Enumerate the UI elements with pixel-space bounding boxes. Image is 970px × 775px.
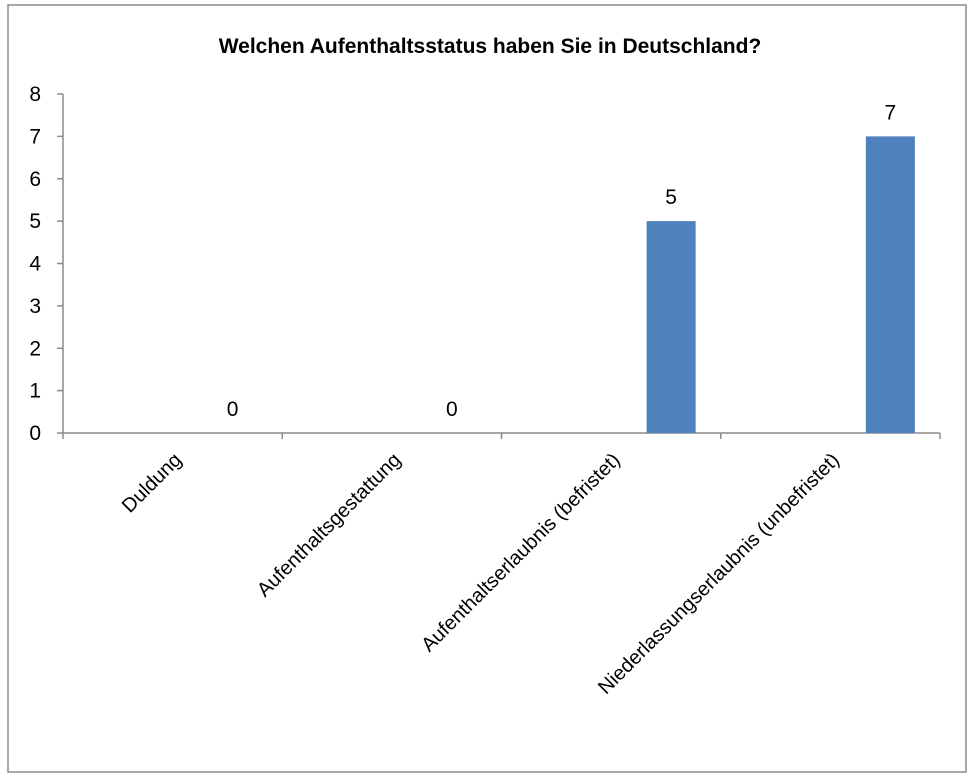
y-tick-label: 2 [29, 337, 41, 360]
y-tick-label: 5 [29, 210, 41, 233]
bar [647, 221, 696, 433]
y-tick-label: 4 [29, 253, 41, 276]
y-tick-label: 0 [29, 422, 41, 445]
y-tick-label: 6 [29, 168, 41, 191]
data-label: 5 [665, 186, 677, 209]
chart-border [8, 5, 966, 772]
y-tick-label: 1 [29, 380, 41, 403]
data-label: 7 [885, 101, 897, 124]
y-tick-label: 3 [29, 295, 41, 318]
bar [866, 136, 915, 433]
chart-title: Welchen Aufenthaltsstatus haben Sie in D… [219, 35, 762, 58]
y-tick-label: 8 [29, 83, 41, 106]
data-label: 0 [227, 398, 239, 421]
y-tick-label: 7 [29, 125, 41, 148]
data-label: 0 [446, 398, 458, 421]
